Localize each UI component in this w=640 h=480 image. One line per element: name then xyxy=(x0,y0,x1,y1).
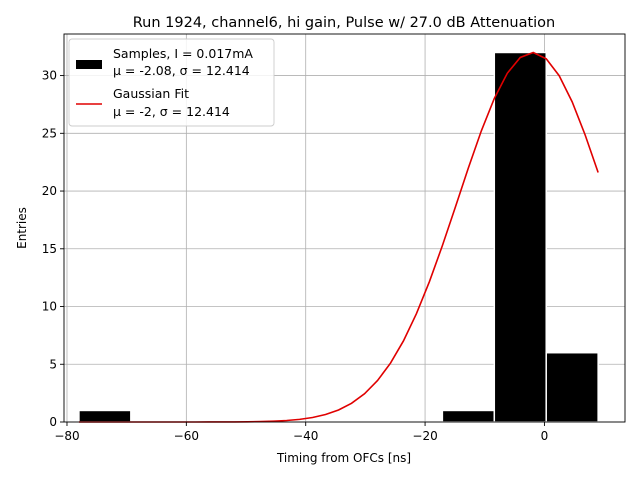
histogram-bar-2 xyxy=(493,51,547,423)
histogram-bars xyxy=(78,51,599,423)
legend-box xyxy=(68,38,275,127)
x-tick-label-0: −80 xyxy=(54,429,79,443)
x-tick-label-4: 0 xyxy=(541,429,549,443)
y-tick-label-1: 5 xyxy=(49,357,57,371)
y-axis-label: Entries xyxy=(15,207,29,249)
y-tick-label-6: 30 xyxy=(42,69,57,83)
legend-samples-label: Samples, I = 0.017mA xyxy=(113,46,253,61)
legend-fit-label: Gaussian Fit xyxy=(113,86,189,101)
legend-samples-stats: μ = -2.08, σ = 12.414 xyxy=(113,63,250,78)
y-tick-label-4: 20 xyxy=(42,184,57,198)
x-tick-label-1: −60 xyxy=(174,429,199,443)
plot-frame xyxy=(63,33,626,423)
legend-swatch-samples xyxy=(76,60,102,69)
y-tick-label-3: 15 xyxy=(42,242,57,256)
y-axis-ticks: 0 5 10 15 20 25 30 xyxy=(42,69,64,429)
histogram-bar-0 xyxy=(78,409,132,423)
y-tick-label-0: 0 xyxy=(49,415,57,429)
histogram-bar-1 xyxy=(441,409,496,423)
x-axis-ticks: −80 −60 −40 −20 0 xyxy=(54,422,548,443)
chart-title: Run 1924, channel6, hi gain, Pulse w/ 27… xyxy=(133,15,556,31)
x-tick-label-2: −40 xyxy=(293,429,318,443)
histogram-bar-3 xyxy=(545,351,599,423)
legend: Samples, I = 0.017mA μ = -2.08, σ = 12.4… xyxy=(68,38,275,127)
x-axis-label: Timing from OFCs [ns] xyxy=(276,451,411,465)
y-tick-label-5: 25 xyxy=(42,126,57,140)
legend-fit-stats: μ = -2, σ = 12.414 xyxy=(113,104,230,119)
y-tick-label-2: 10 xyxy=(42,300,57,314)
x-tick-label-3: −20 xyxy=(412,429,437,443)
